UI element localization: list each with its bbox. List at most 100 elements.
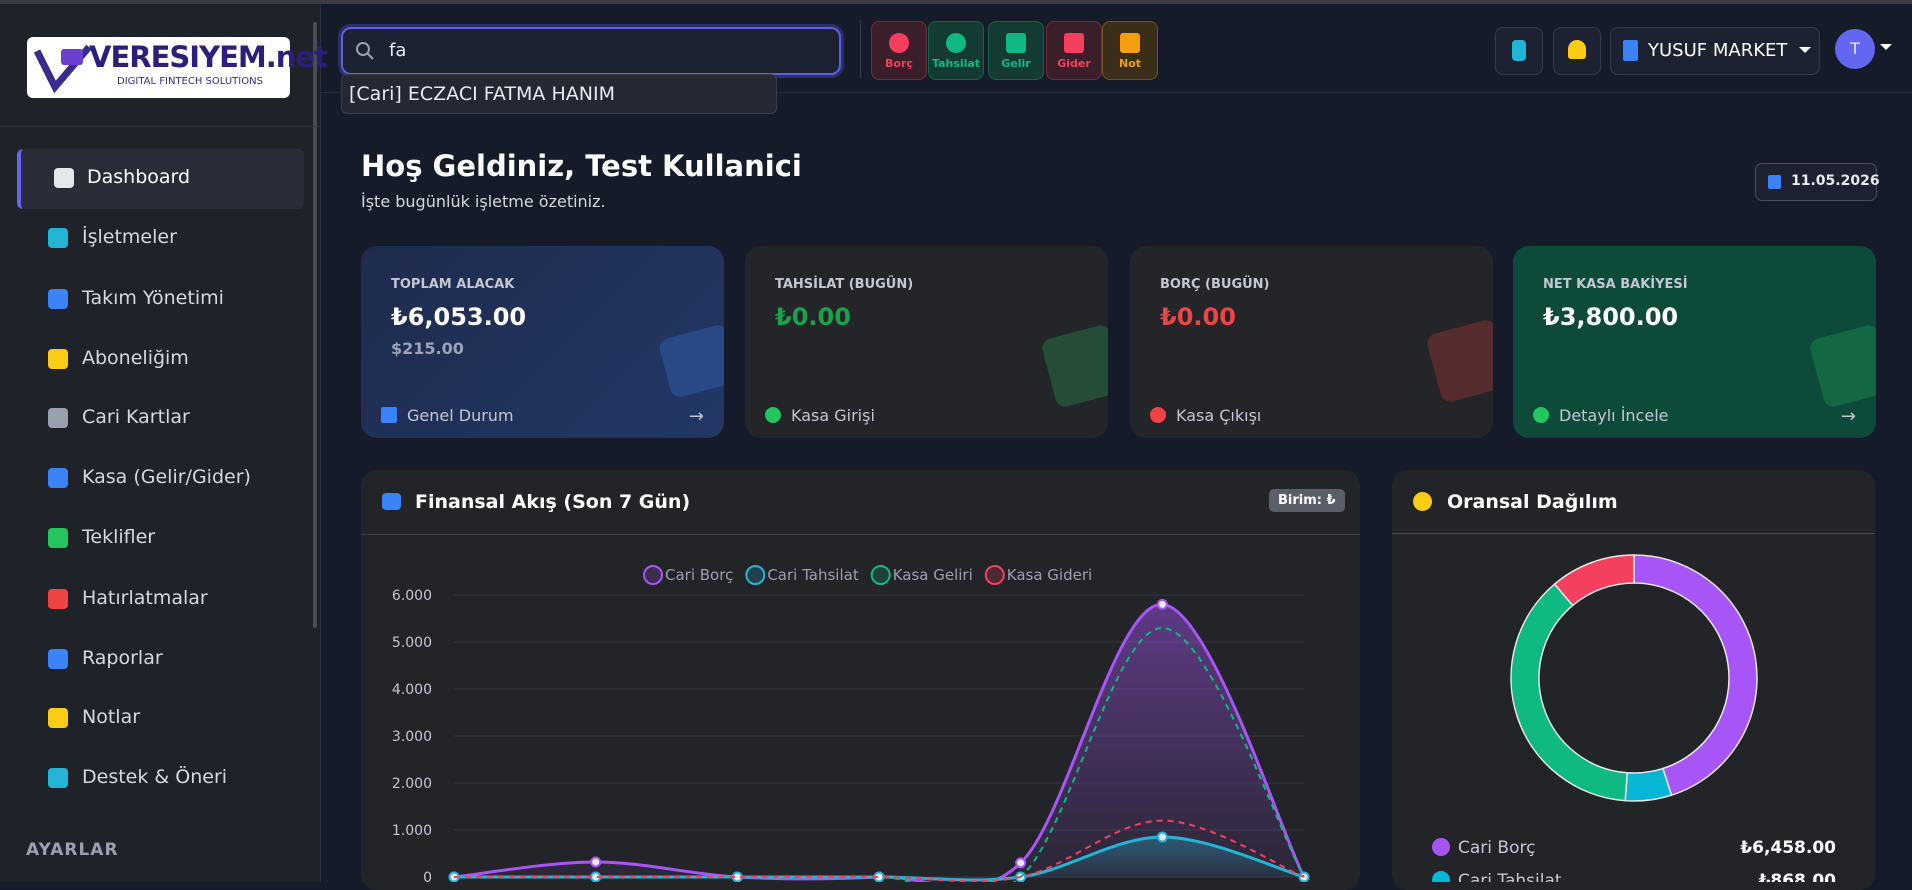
unit-badge: Birim: ₺ [1269, 489, 1345, 512]
card-sub: $215.00 [391, 339, 464, 358]
menu-item[interactable]: Cari Kartlar [82, 406, 190, 428]
legend-label: Cari Tahsilat [1458, 871, 1562, 882]
line [454, 602, 1306, 882]
area [454, 837, 1304, 880]
point [1156, 598, 1168, 610]
logo-title: VERESIYEM.net [89, 40, 328, 74]
quick-action[interactable]: Borç [871, 21, 927, 80]
line [454, 819, 1305, 882]
card-footer-icon [1150, 407, 1166, 423]
area [454, 604, 1304, 882]
logo-mark [33, 44, 92, 93]
menu-icon [48, 708, 68, 728]
quick-action[interactable]: Tahsilat [928, 21, 984, 80]
stat-card[interactable]: TOPLAM ALACAK ₺6,053.00 $215.00 Genel Durum… [361, 246, 724, 438]
menu-item[interactable]: Aboneliğim [82, 347, 189, 369]
y-tick-label: 1.000 [392, 823, 432, 839]
logo[interactable]: VERESIYEM.net DIGITAL FINTECH SOLUTIONS [27, 37, 328, 98]
card-label: TAHSİLAT (BUGÜN) [775, 277, 914, 292]
quick-action-icon [1120, 33, 1140, 53]
menu-icon [48, 528, 68, 548]
quick-action-icon [889, 33, 909, 53]
stat-card[interactable]: BORÇ (BUGÜN) ₺0.00 Kasa Çıkışı [1130, 246, 1493, 438]
card-footer[interactable]: Detaylı İncele [1559, 406, 1669, 425]
point [590, 856, 602, 868]
date-text: 11.05.2026 [1791, 173, 1880, 189]
notification-button[interactable] [1553, 27, 1601, 75]
search-icon [356, 42, 374, 60]
card-label: BORÇ (BUGÜN) [1160, 277, 1270, 292]
bell-icon [1568, 40, 1586, 59]
y-tick-label: 2.000 [392, 776, 432, 792]
company-name: YUSUF MARKET [1648, 40, 1788, 61]
legend-marker [1432, 871, 1450, 882]
search-result[interactable]: [Cari] ECZACI FATMA HANIM [349, 83, 615, 105]
menu-icon [48, 289, 68, 309]
y-tick-label: 6.000 [392, 588, 432, 604]
quick-action-label: Not [1118, 57, 1142, 70]
card-footer[interactable]: Genel Durum [407, 406, 514, 425]
menu-item[interactable]: Destek & Öneri [82, 766, 228, 788]
card-footer[interactable]: Kasa Çıkışı [1176, 406, 1262, 425]
card-value: ₺0.00 [1160, 303, 1236, 331]
avatar[interactable]: T [1835, 29, 1875, 69]
menu-icon [48, 768, 68, 788]
quick-action-label: Tahsilat [931, 57, 981, 70]
card-footer-icon [381, 407, 397, 423]
donut-slice [1633, 554, 1758, 797]
calendar-icon [1768, 175, 1781, 189]
legend-marker [984, 565, 1005, 585]
quick-action-label: Borç [885, 57, 913, 70]
menu-icon [48, 468, 68, 488]
menu-item[interactable]: Hatırlatmalar [82, 587, 208, 609]
search-dropdown: [Cari] ECZACI FATMA HANIM [341, 74, 777, 114]
legend-value: ₺868.00 [1759, 871, 1837, 882]
card-value: ₺3,800.00 [1543, 303, 1679, 331]
point [1015, 857, 1027, 869]
company-button[interactable]: YUSUF MARKET [1610, 27, 1820, 75]
topbar-border [321, 92, 1912, 93]
menu-item[interactable]: Raporlar [82, 647, 163, 669]
quick-action[interactable]: Gelir [988, 21, 1044, 80]
menu-item[interactable]: İşletmeler [82, 226, 177, 248]
card-arrow[interactable]: → [688, 406, 704, 427]
y-tick-label: 5.000 [392, 635, 432, 651]
quick-action[interactable]: Not [1102, 21, 1158, 80]
quick-action-icon [1064, 33, 1084, 53]
menu-item[interactable]: Teklifler [82, 526, 156, 548]
legend-marker [870, 565, 891, 585]
menu-item[interactable]: Kasa (Gelir/Gider) [82, 466, 251, 488]
quick-action-icon [946, 33, 966, 53]
panel-title: Oransal Dağılım [1447, 491, 1618, 513]
quick-action[interactable]: Gider [1046, 21, 1102, 80]
legend-label: Cari Tahsilat [767, 566, 858, 584]
menu-item[interactable]: Takım Yönetimi [82, 287, 224, 309]
stat-card[interactable]: TAHSİLAT (BUGÜN) ₺0.00 Kasa Girişi [745, 246, 1108, 438]
welcome-subtitle: İşte bugünlük işletme özetiniz. [361, 192, 606, 211]
legend-label: Kasa Gideri [1007, 566, 1092, 584]
legend-marker [1432, 838, 1450, 856]
donut-slice [1553, 554, 1635, 607]
legend-marker [745, 565, 766, 585]
card-arrow[interactable]: → [1840, 406, 1856, 427]
panel-title: Finansal Akış (Son 7 Gün) [415, 491, 691, 513]
window-edge [0, 0, 1912, 4]
pie-panel: Oransal Dağılım [1392, 470, 1875, 890]
menu-item[interactable]: Notlar [82, 706, 141, 728]
section-label: AYARLAR [26, 840, 119, 860]
card-footer[interactable]: Kasa Girişi [791, 406, 875, 425]
card-label: TOPLAM ALACAK [391, 277, 515, 292]
menu-icon [48, 589, 68, 609]
panel-divider [1392, 533, 1875, 534]
y-tick-label: 3.000 [392, 729, 432, 745]
card-value: ₺0.00 [775, 303, 851, 331]
stat-card[interactable]: NET KASA BAKİYESİ ₺3,800.00 Detaylı İncele… [1513, 246, 1876, 438]
logo-subtitle: DIGITAL FINTECH SOLUTIONS [117, 76, 263, 87]
calculator-button[interactable] [1495, 27, 1543, 75]
legend-value: ₺6,458.00 [1740, 838, 1836, 858]
menu-item[interactable]: Dashboard [87, 166, 191, 188]
point [1156, 831, 1168, 843]
legend-label: Cari Borç [665, 566, 733, 584]
quick-action-label: Gider [1057, 57, 1091, 70]
